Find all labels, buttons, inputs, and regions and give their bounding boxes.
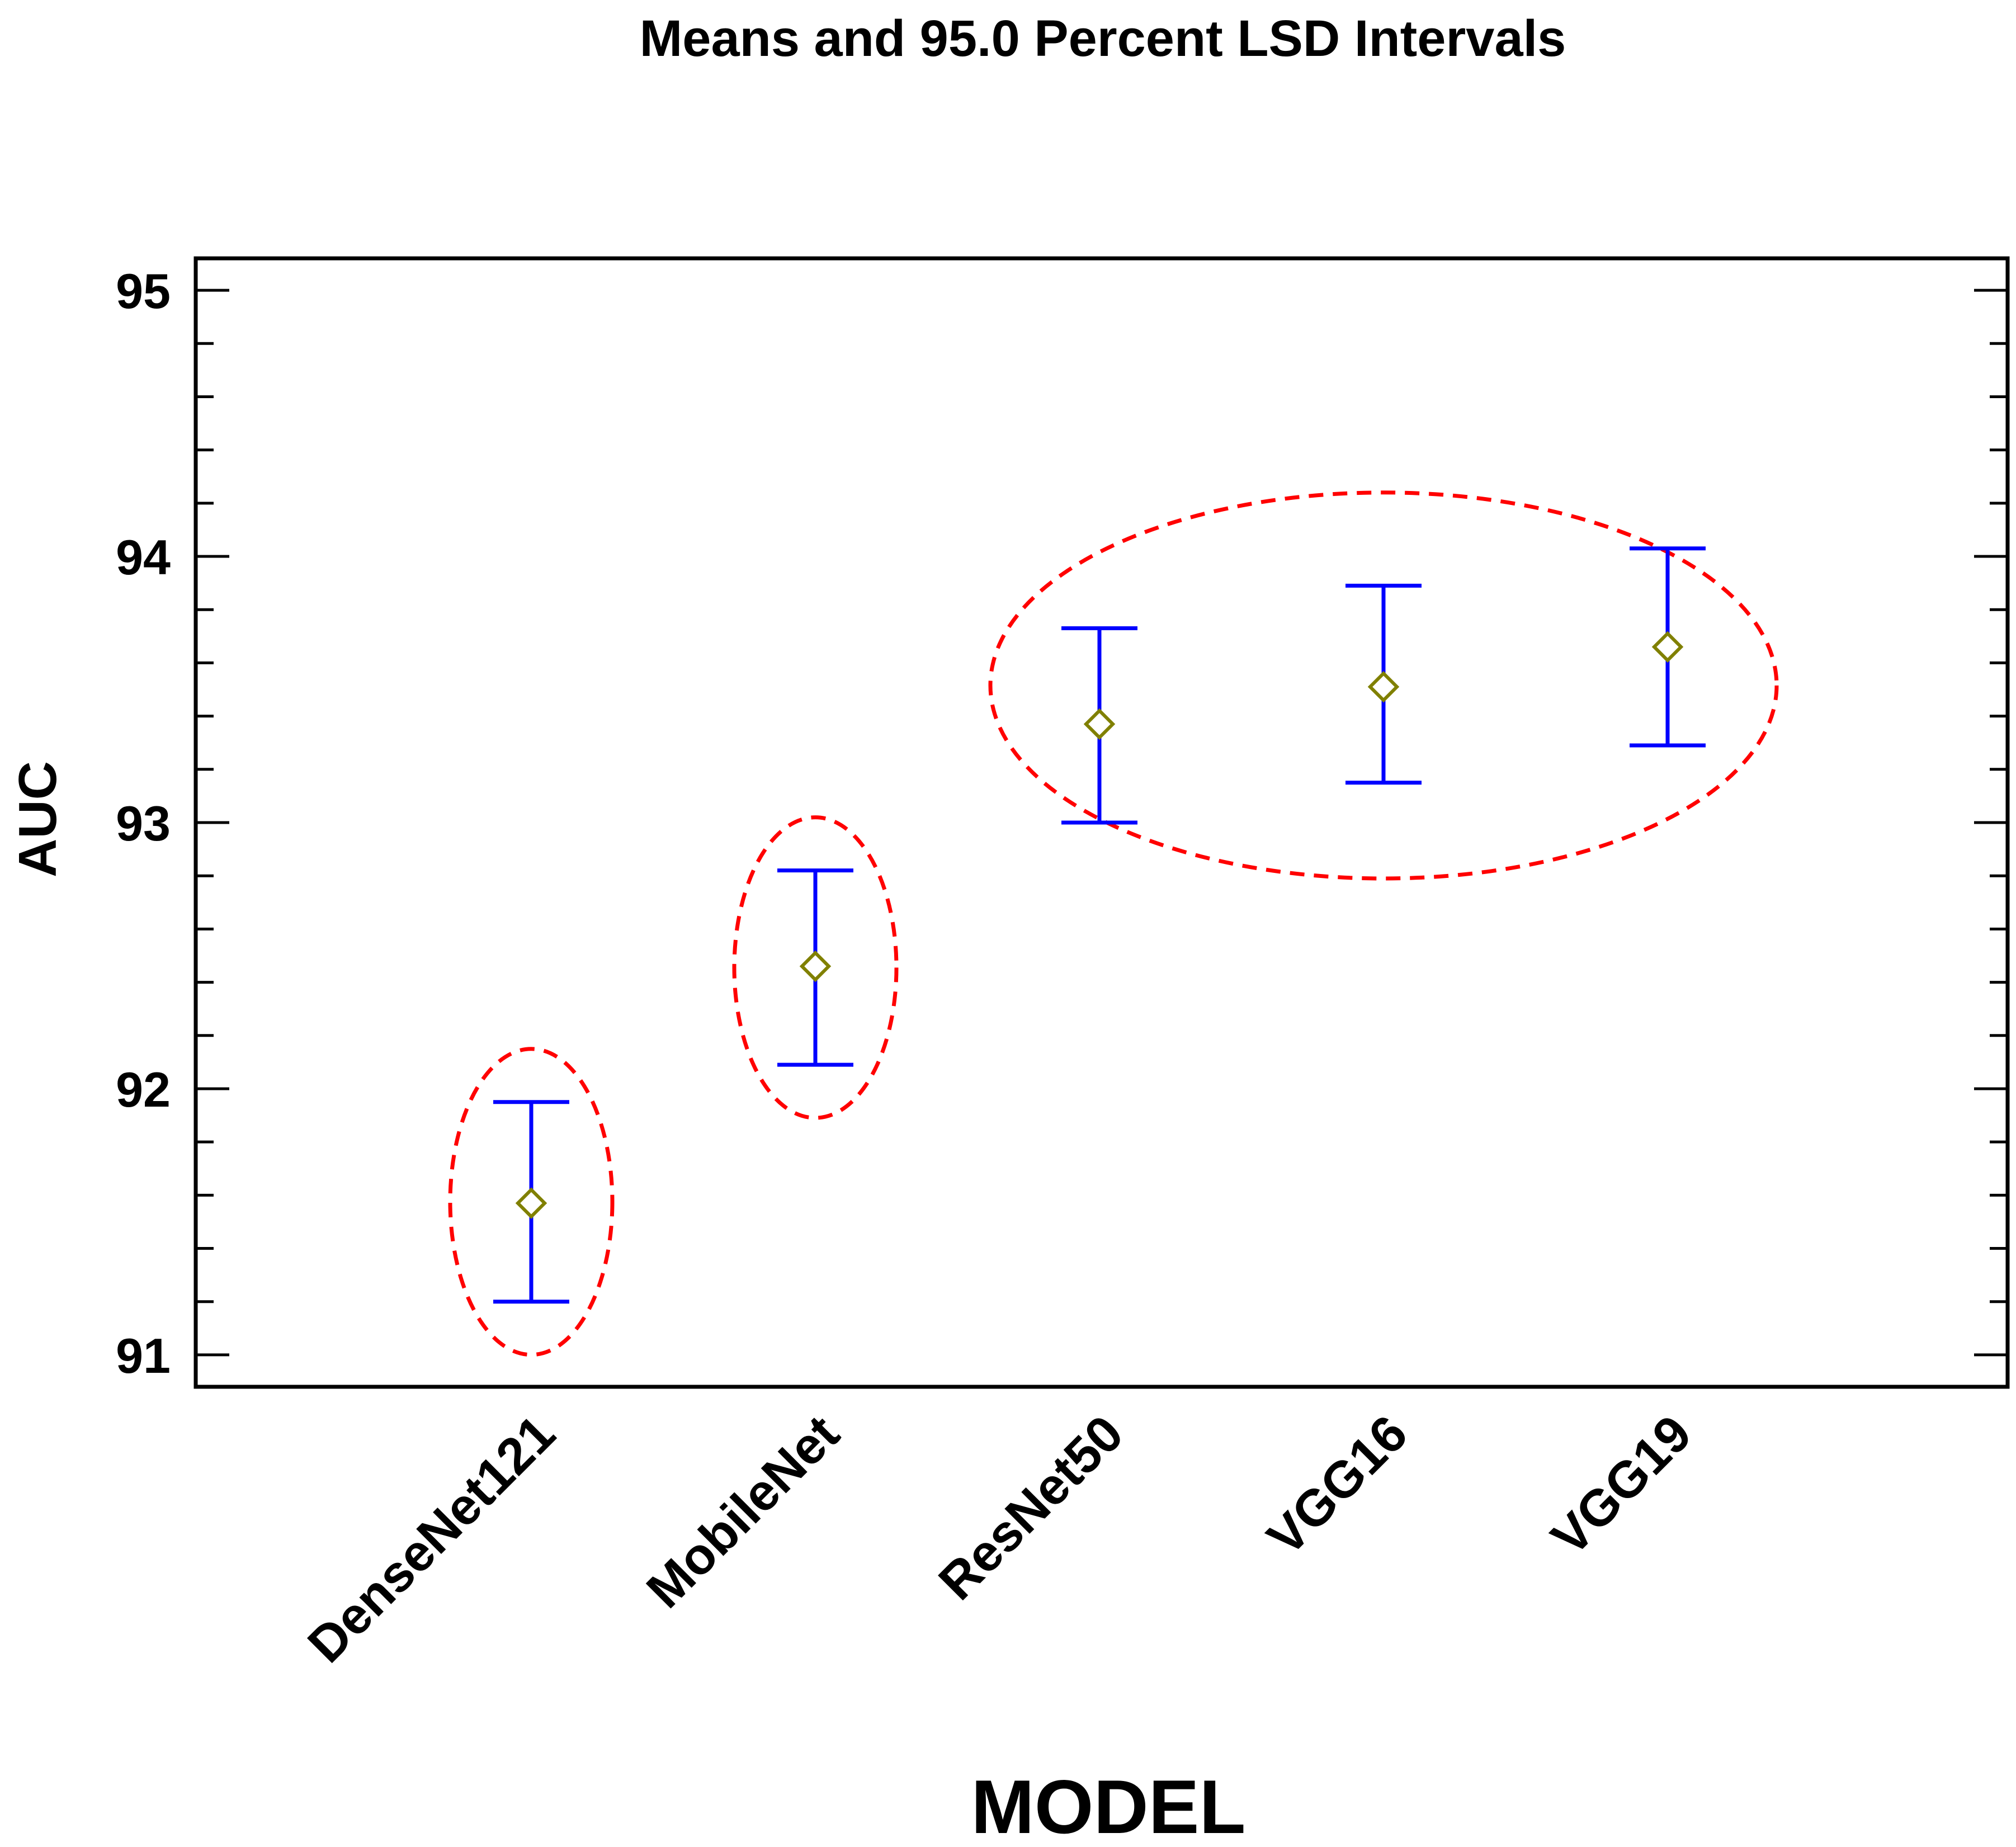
- x-tick-labels: DenseNet121 MobileNet ResNet50 VGG16 VGG19: [297, 1405, 1702, 1674]
- y-tick-label: 93: [116, 796, 171, 851]
- mean-marker-VGG19: [1651, 631, 1684, 663]
- mean-marker-DenseNet121: [515, 1187, 547, 1219]
- group-ellipse-group-1: [448, 1047, 615, 1357]
- x-tick-label: DenseNet121: [297, 1405, 566, 1674]
- mean-marker-VGG16: [1367, 671, 1400, 703]
- y-tick-labels: 91 92 93 94 95: [116, 263, 171, 1383]
- group-ellipse-group-3: [988, 490, 1779, 881]
- x-tick-label: MobileNet: [636, 1405, 850, 1619]
- tick-marks: [196, 289, 2008, 1357]
- y-axis-label: AUC: [8, 761, 68, 877]
- mean-marker-MobileNet: [799, 950, 832, 982]
- y-tick-label: 95: [116, 263, 171, 319]
- x-tick-label: VGG16: [1257, 1405, 1418, 1566]
- lsd-intervals: [493, 546, 1706, 1304]
- x-tick-label: ResNet50: [928, 1405, 1134, 1611]
- x-tick-label: VGG19: [1541, 1405, 1702, 1566]
- x-axis-label: MODEL: [971, 1764, 1245, 1844]
- mean-marker-ResNet50: [1083, 708, 1116, 740]
- chart-title: Means and 95.0 Percent LSD Intervals: [640, 10, 1566, 67]
- y-tick-label: 91: [116, 1328, 171, 1383]
- group-ellipses: [448, 490, 1779, 1357]
- mean-markers: [515, 631, 1684, 1219]
- y-tick-label: 94: [116, 530, 171, 585]
- group-ellipse-group-2: [732, 815, 899, 1120]
- y-tick-label: 92: [116, 1062, 171, 1117]
